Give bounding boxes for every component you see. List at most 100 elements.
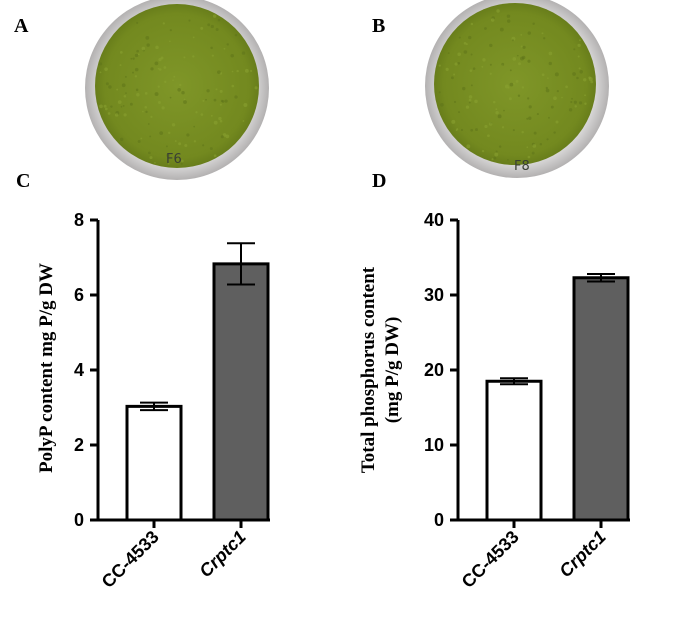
chart-total-phosphorus: Total phosphorus content (mg P/g DW) 0 10… <box>358 210 630 592</box>
algae-speckle <box>192 36 195 39</box>
algae-speckle <box>144 91 148 95</box>
algae-speckle <box>447 52 450 55</box>
algae-speckle <box>520 45 523 48</box>
algae-speckle <box>495 108 498 111</box>
y-tick-label-c: 8 <box>74 210 84 230</box>
algae-speckle <box>132 57 135 60</box>
algae-speckle <box>577 55 580 58</box>
algae-speckle <box>135 88 139 92</box>
y-tick-label-c: 2 <box>74 435 84 455</box>
algae-speckle <box>132 71 134 74</box>
algae-speckle <box>217 18 221 22</box>
algae-speckle <box>574 105 577 108</box>
algae-speckle <box>438 91 441 94</box>
algae-speckle <box>181 91 185 95</box>
algae-speckle <box>518 62 521 66</box>
algae-speckle <box>536 113 539 116</box>
algae-speckle <box>526 146 529 149</box>
algae-speckle <box>215 88 218 91</box>
algae-speckle <box>223 47 226 50</box>
algae-speckle <box>495 111 499 115</box>
plate-label-b: F8 <box>514 159 530 174</box>
algae-speckle <box>210 24 214 29</box>
algae-speckle <box>570 100 573 104</box>
algae-speckle <box>516 54 519 57</box>
algae-disc-b <box>434 3 596 165</box>
algae-speckle <box>503 109 505 112</box>
algae-speckle <box>511 39 514 42</box>
algae-speckle <box>572 72 576 76</box>
algae-speckle <box>470 22 474 26</box>
algae-speckle <box>546 138 549 141</box>
algae-speckle <box>136 49 139 53</box>
algae-disc-a <box>95 4 259 168</box>
algae-speckle <box>489 43 493 48</box>
algae-speckle <box>213 154 217 158</box>
algae-speckle <box>154 92 159 97</box>
algae-speckle <box>119 64 122 67</box>
algae-speckle <box>146 43 150 47</box>
algae-speckle <box>576 76 579 80</box>
algae-speckle <box>110 105 113 108</box>
algae-speckle <box>553 96 557 101</box>
x-category-label-d-0: CC-4533 <box>458 527 523 592</box>
algae-speckle <box>178 142 182 146</box>
photo-plate-b: F8 <box>425 0 609 178</box>
algae-speckle <box>140 137 143 140</box>
algae-speckle <box>573 100 577 104</box>
algae-speckle <box>555 120 559 124</box>
algae-speckle <box>224 99 228 103</box>
algae-speckle <box>578 67 581 70</box>
algae-speckle <box>493 156 497 160</box>
algae-speckle <box>506 159 509 161</box>
algae-speckle <box>474 99 478 104</box>
algae-speckle <box>114 113 119 117</box>
algae-speckle <box>148 151 151 155</box>
algae-speckle <box>200 26 204 30</box>
algae-speckle <box>548 51 553 56</box>
algae-speckle <box>244 68 249 73</box>
algae-speckle <box>588 76 591 80</box>
algae-speckle <box>188 19 191 22</box>
algae-speckle <box>527 59 531 63</box>
algae-speckle <box>104 67 108 71</box>
algae-speckle <box>142 110 144 113</box>
y-tick-label-d: 30 <box>424 285 444 305</box>
algae-speckle <box>225 134 230 139</box>
algae-speckle <box>494 152 499 157</box>
algae-speckle <box>209 147 213 151</box>
algae-speckle <box>521 55 526 60</box>
algae-speckle <box>481 65 484 68</box>
algae-speckle <box>164 80 167 84</box>
algae-speckle <box>177 87 181 92</box>
algae-speckle <box>149 135 152 138</box>
algae-speckle <box>440 103 444 107</box>
chart-c-marks: 0 2 4 6 8 CC-4533 Crptc1 <box>74 210 270 592</box>
algae-speckle <box>179 83 182 87</box>
algae-speckle <box>463 50 468 54</box>
algae-speckle <box>202 144 205 147</box>
algae-speckle <box>163 66 167 69</box>
algae-speckle <box>154 162 156 164</box>
algae-speckle <box>468 95 473 99</box>
algae-speckle <box>234 95 238 99</box>
panel-letter-d: D <box>372 170 386 192</box>
algae-speckle <box>554 72 559 77</box>
chart-polyp: PolyP content mg P/g DW 0 2 4 6 8 CC-4533 Crpt… <box>36 210 270 592</box>
algae-speckle <box>578 39 581 42</box>
algae-speckle <box>137 139 141 143</box>
algae-speckle <box>517 94 521 97</box>
algae-speckle <box>116 88 119 91</box>
algae-speckle <box>147 123 150 125</box>
algae-speckle <box>489 63 492 66</box>
algae-speckle <box>550 105 554 109</box>
algae-speckle <box>121 83 126 88</box>
algae-speckle <box>445 67 449 71</box>
algae-speckle <box>556 89 559 93</box>
algae-speckle <box>482 58 486 62</box>
algae-speckle <box>155 45 159 50</box>
y-tick-label-d: 0 <box>434 510 444 530</box>
algae-speckle <box>539 143 543 146</box>
algae-speckle <box>129 102 133 106</box>
